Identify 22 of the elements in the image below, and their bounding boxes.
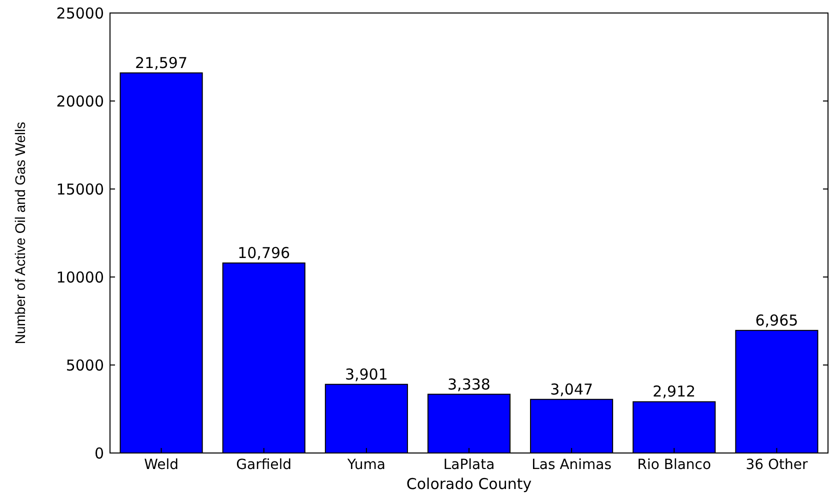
y-tick-label: 10000 [56,268,104,286]
x-tick-label: Rio Blanco [637,457,712,473]
y-tick-label: 0 [94,444,104,462]
data-label: 2,912 [652,382,696,401]
y-tick-label: 15000 [56,180,104,198]
data-label: 3,338 [448,375,490,394]
y-axis-title: Number of Active Oil and Gas Wells [12,122,28,344]
y-tick-label: 5000 [66,356,104,374]
x-axis-title: Colorado County [406,475,532,493]
data-label: 3,901 [344,365,388,384]
data-label: 3,047 [550,380,594,398]
x-tick-label: Weld [144,457,178,473]
x-tick-label: 36 Other [746,457,808,473]
data-label: 21,597 [135,54,188,72]
y-tick-label: 25000 [56,4,104,22]
data-label: 10,796 [238,244,290,262]
x-tick-label: Garfield [236,457,292,473]
data-label: 6,965 [755,311,798,330]
x-tick-label: Las Animas [532,457,612,473]
x-tick-label: LaPlata [443,457,495,473]
x-tick-label: Yuma [346,457,386,473]
y-tick-label: 20000 [56,92,104,110]
